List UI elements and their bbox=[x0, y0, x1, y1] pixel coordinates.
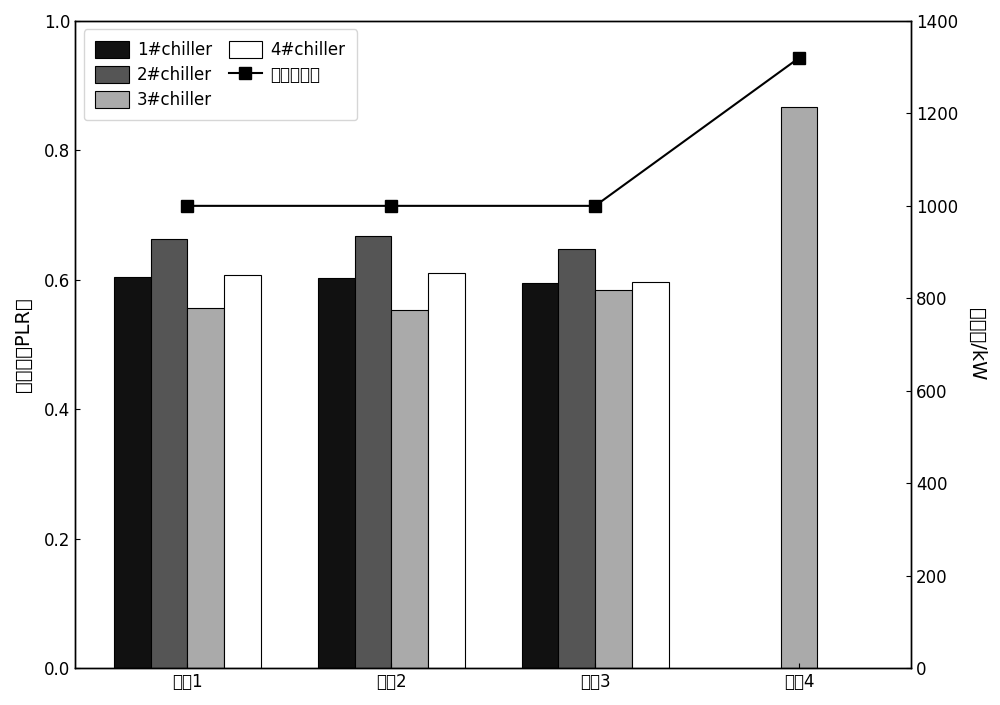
Bar bbox=[632, 282, 669, 668]
Bar bbox=[187, 307, 224, 668]
Bar bbox=[595, 290, 632, 668]
Bar bbox=[318, 278, 355, 668]
Y-axis label: 总能耗/kW: 总能耗/kW bbox=[967, 308, 986, 381]
Bar bbox=[558, 249, 595, 668]
Bar bbox=[522, 283, 558, 668]
Bar bbox=[114, 276, 151, 668]
系统总能耗 bbox=[589, 202, 601, 210]
系统总能耗 bbox=[181, 202, 193, 210]
Y-axis label: 负载率（PLR）: 负载率（PLR） bbox=[14, 298, 33, 392]
Bar bbox=[391, 309, 428, 668]
Bar bbox=[224, 275, 261, 668]
Line: 系统总能耗: 系统总能耗 bbox=[182, 52, 805, 211]
Legend: 1#chiller, 2#chiller, 3#chiller, 4#chiller, 系统总能耗: 1#chiller, 2#chiller, 3#chiller, 4#chill… bbox=[84, 29, 357, 121]
系统总能耗 bbox=[385, 202, 397, 210]
Bar bbox=[151, 239, 187, 668]
Bar bbox=[355, 235, 391, 668]
Bar bbox=[428, 274, 465, 668]
系统总能耗 bbox=[793, 54, 805, 62]
Bar bbox=[781, 107, 817, 668]
